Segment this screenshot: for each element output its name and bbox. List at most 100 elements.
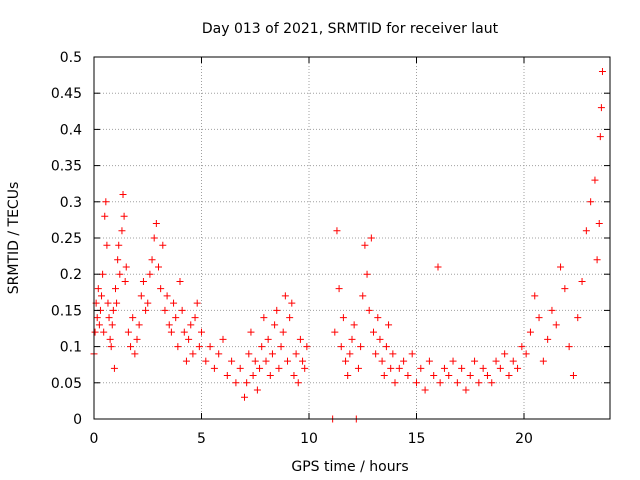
- data-point: [129, 314, 137, 322]
- data-point: [103, 241, 111, 249]
- data-point: [501, 350, 509, 358]
- data-point: [170, 299, 178, 307]
- data-point: [271, 321, 279, 329]
- data-point: [152, 220, 160, 228]
- data-point: [264, 335, 272, 343]
- data-point: [182, 357, 190, 365]
- data-point: [539, 357, 547, 365]
- data-point: [471, 357, 479, 365]
- data-point: [105, 314, 113, 322]
- data-point: [146, 270, 154, 278]
- data-point: [466, 372, 474, 380]
- data-point: [210, 364, 218, 372]
- data-point: [290, 372, 298, 380]
- data-point: [107, 343, 115, 351]
- data-point: [266, 372, 274, 380]
- data-point: [331, 328, 339, 336]
- data-point: [161, 306, 169, 314]
- y-tick-label: 0.45: [51, 86, 82, 102]
- data-point: [142, 306, 150, 314]
- data-point: [121, 277, 129, 285]
- data-point: [535, 314, 543, 322]
- data-point: [361, 241, 369, 249]
- data-point: [395, 364, 403, 372]
- data-point: [150, 234, 158, 242]
- data-point: [241, 393, 248, 401]
- data-point: [198, 328, 205, 336]
- data-point: [357, 343, 365, 351]
- data-point: [496, 364, 504, 372]
- data-point: [596, 133, 604, 141]
- data-point: [382, 343, 390, 351]
- data-point: [548, 306, 556, 314]
- data-point: [436, 379, 444, 387]
- data-point: [425, 357, 433, 365]
- data-point: [91, 328, 99, 336]
- data-point: [526, 328, 534, 336]
- data-point: [363, 270, 371, 278]
- data-point: [569, 372, 577, 380]
- data-point: [193, 299, 201, 307]
- data-point: [483, 372, 491, 380]
- data-point: [417, 364, 425, 372]
- data-point: [277, 343, 285, 351]
- data-point: [413, 379, 420, 387]
- y-axis-label: SRMTID / TECUs: [6, 182, 22, 295]
- data-point: [408, 350, 416, 358]
- data-point: [243, 379, 251, 387]
- data-point: [172, 314, 180, 322]
- data-point: [475, 379, 483, 387]
- data-point: [565, 343, 573, 351]
- data-point: [187, 321, 195, 329]
- data-point: [247, 328, 255, 336]
- data-point: [374, 314, 382, 322]
- data-point: [114, 256, 122, 264]
- data-point: [195, 343, 203, 351]
- data-point: [236, 364, 244, 372]
- data-point: [597, 104, 605, 112]
- data-point: [115, 241, 123, 249]
- y-tick-label: 0.25: [51, 231, 82, 247]
- data-point: [294, 379, 302, 387]
- data-point: [462, 386, 470, 394]
- data-point: [202, 357, 210, 365]
- data-point: [113, 299, 121, 307]
- data-point: [404, 372, 412, 380]
- data-point: [509, 357, 517, 365]
- data-point: [552, 321, 560, 329]
- data-point: [598, 67, 606, 75]
- data-point: [365, 306, 373, 314]
- data-point: [131, 350, 139, 358]
- x-axis-label: GPS time / hours: [291, 459, 408, 475]
- data-point: [421, 386, 429, 394]
- data-point: [445, 372, 453, 380]
- data-point: [518, 343, 526, 351]
- data-point: [279, 328, 287, 336]
- y-tick-label: 0.2: [60, 267, 82, 283]
- data-point: [94, 285, 102, 293]
- data-point: [144, 299, 152, 307]
- data-point: [346, 350, 354, 358]
- data-point: [344, 372, 352, 380]
- data-point: [249, 372, 257, 380]
- data-point: [440, 364, 448, 372]
- y-tick-label: 0: [73, 412, 82, 428]
- data-point: [245, 350, 253, 358]
- data-point: [124, 328, 132, 336]
- axis-ticks: [93, 56, 610, 420]
- data-point: [376, 335, 384, 343]
- data-point: [593, 256, 601, 264]
- y-tick-label: 0.5: [60, 50, 82, 66]
- data-point: [101, 212, 109, 220]
- data-point: [492, 357, 500, 365]
- data-point: [260, 314, 268, 322]
- data-point: [228, 357, 236, 365]
- data-point: [116, 270, 124, 278]
- data-point: [104, 299, 112, 307]
- data-point: [385, 321, 393, 329]
- y-tick-label: 0.35: [51, 159, 82, 175]
- data-point: [251, 357, 259, 365]
- data-point: [303, 343, 311, 351]
- data-point: [557, 263, 565, 271]
- data-point: [256, 364, 264, 372]
